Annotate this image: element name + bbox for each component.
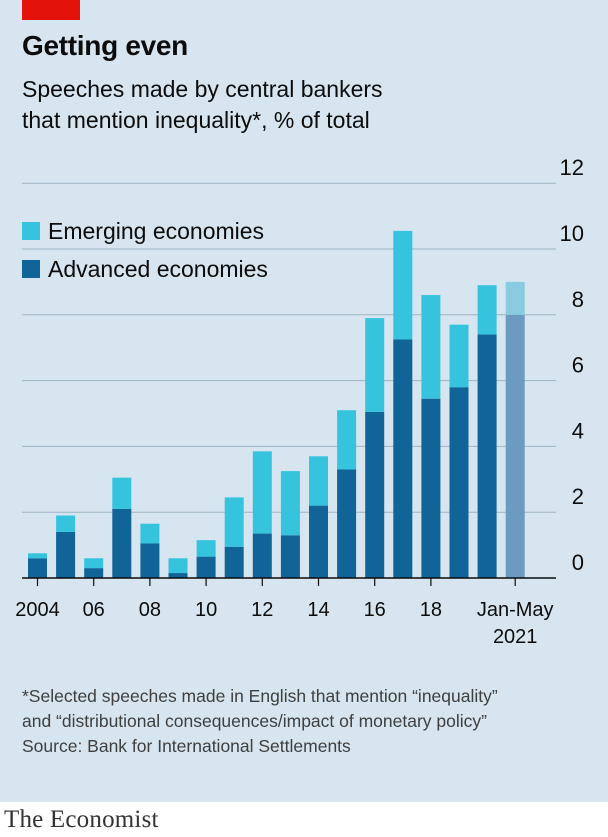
bar-advanced-2020	[477, 334, 497, 578]
chart-legend: Emerging economies Advanced economies	[22, 212, 268, 288]
bar-advanced-2018	[421, 398, 441, 578]
legend-swatch-emerging	[22, 222, 40, 240]
x-tick-label-14: 14	[307, 599, 329, 621]
x-tick-label-12: 12	[251, 599, 273, 621]
bar-emerging-2018	[421, 295, 441, 399]
x-tick-label-08: 08	[139, 599, 161, 621]
x-tick-label-10: 10	[195, 599, 217, 621]
bar-emerging-2006	[84, 558, 104, 569]
bar-emerging-2017	[393, 230, 413, 340]
legend-swatch-advanced	[22, 260, 40, 278]
bar-advanced-Jan-May-2021	[505, 314, 525, 578]
bar-advanced-2017	[393, 339, 413, 578]
bar-emerging-2009	[168, 558, 188, 574]
bar-chart: 0 2 4 6 8 10 12 2004 06 08 10 12 14 16 18 Jan-May 2021	[15, 155, 584, 648]
subtitle-line-2: that mention inequality*, % of total	[22, 107, 370, 133]
bar-advanced-2005	[56, 531, 76, 578]
y-tick-label-6: 6	[572, 353, 584, 378]
x-tick-label-2004: 2004	[15, 599, 60, 621]
bar-emerging-2014	[309, 456, 328, 506]
bar-emerging-2013	[280, 471, 300, 536]
bar-advanced-2006	[84, 568, 104, 578]
footnote: *Selected speeches made in English that …	[22, 684, 602, 759]
legend-item-emerging: Emerging economies	[22, 212, 268, 250]
bar-advanced-2014	[309, 505, 328, 578]
legend-item-advanced: Advanced economies	[22, 250, 268, 288]
legend-label-advanced: Advanced economies	[48, 255, 268, 282]
y-tick-label-10: 10	[560, 221, 584, 246]
bar-advanced-2010	[196, 556, 216, 578]
footnote-line-2: and “distributional consequences/impact …	[22, 711, 487, 731]
bar-emerging-Jan-May-2021	[505, 281, 525, 315]
bar-emerging-2016	[365, 318, 385, 412]
subtitle-line-1: Speeches made by central bankers	[22, 76, 383, 102]
bar-advanced-2012	[252, 533, 272, 578]
bar-emerging-2007	[112, 477, 132, 509]
footnote-line-1: *Selected speeches made in English that …	[22, 686, 498, 706]
x-tick-label-06: 06	[83, 599, 105, 621]
economist-logo: The Economist	[4, 806, 159, 833]
bar-advanced-2015	[337, 469, 357, 578]
y-tick-label-2: 2	[572, 484, 584, 509]
legend-label-emerging: Emerging economies	[48, 217, 265, 244]
bar-advanced-2013	[280, 535, 300, 578]
y-tick-label-0: 0	[572, 550, 584, 575]
bar-emerging-2019	[449, 324, 469, 388]
y-tick-label-4: 4	[572, 418, 584, 443]
bar-emerging-2010	[196, 540, 216, 557]
bar-emerging-2020	[477, 285, 497, 335]
y-tick-label-12: 12	[560, 155, 584, 180]
y-tick-label-8: 8	[572, 287, 584, 312]
chart-title: Getting even	[22, 30, 188, 61]
x-tick-label-16: 16	[364, 599, 386, 621]
source-note: Source: Bank for International Settlemen…	[22, 736, 351, 756]
bar-emerging-2004	[28, 553, 47, 559]
bar-advanced-2004	[28, 558, 47, 578]
bar-emerging-2011	[224, 497, 244, 547]
chart-subtitle: Speeches made by central bankers that me…	[22, 74, 542, 136]
bar-emerging-2005	[56, 515, 76, 532]
bar-advanced-2008	[140, 543, 160, 578]
bar-advanced-2009	[168, 573, 188, 578]
x-tick-label-18: 18	[420, 599, 442, 621]
bar-advanced-2019	[449, 387, 469, 578]
x-tick-label-jan-may: Jan-May	[477, 599, 554, 621]
bar-advanced-2007	[112, 508, 132, 578]
bar-emerging-2015	[337, 410, 357, 470]
bar-emerging-2008	[140, 523, 160, 544]
bar-advanced-2016	[365, 411, 385, 578]
bar-advanced-2011	[224, 546, 244, 578]
bar-emerging-2012	[252, 451, 272, 534]
brand-red-tab	[22, 0, 80, 20]
x-tick-label-2021: 2021	[493, 626, 538, 648]
